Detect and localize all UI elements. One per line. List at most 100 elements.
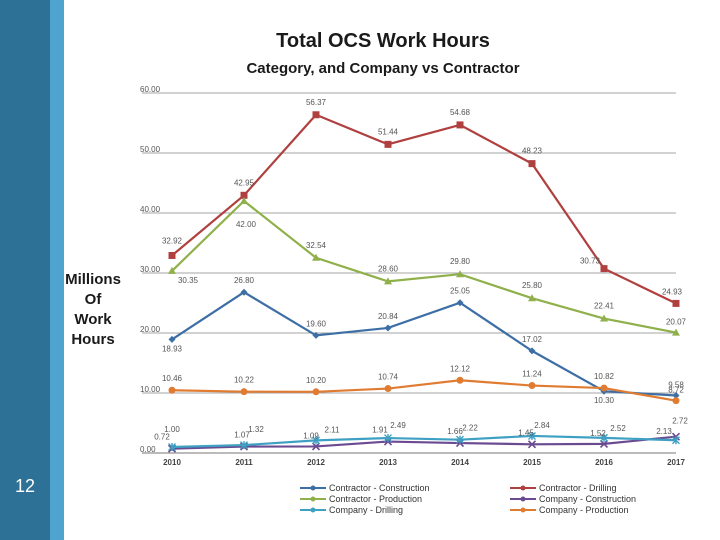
data-label: 1.09: [303, 431, 319, 440]
data-label: 18.93: [162, 344, 183, 353]
data-label: 1.45: [518, 428, 534, 437]
y-axis-label-line: Millions: [65, 271, 121, 288]
data-label: 30.73: [580, 257, 601, 266]
data-label: 30.35: [178, 276, 199, 285]
series-line-contractor-drilling: [171, 113, 677, 305]
data-label: 1.52: [590, 429, 606, 438]
data-label: 29.80: [450, 257, 471, 266]
data-label: 48.23: [522, 147, 543, 156]
sidebar-band: [0, 0, 50, 540]
data-point: [311, 442, 321, 451]
series-line-contractor-production: [171, 199, 677, 334]
legend-item: Contractor - Production: [300, 493, 422, 504]
data-point: [312, 331, 320, 339]
series-line-company-drilling: [171, 434, 677, 449]
data-point: [168, 266, 176, 274]
data-label: 20.07: [666, 318, 687, 327]
legend-swatch: [300, 485, 326, 491]
data-label: 42.00: [236, 220, 257, 229]
data-point: [672, 397, 680, 405]
data-label: 25.80: [522, 281, 543, 290]
data-point: [168, 335, 176, 343]
data-label: 32.92: [162, 236, 183, 245]
chart-subtitle: Category, and Company vs Contractor: [246, 60, 520, 77]
data-point: [384, 140, 392, 148]
data-label: 17.02: [522, 335, 543, 344]
y-tick-label: 30.00: [140, 265, 161, 274]
data-label: 2.11: [325, 425, 341, 434]
x-tick-label: 2011: [235, 458, 253, 467]
x-tick-label: 2013: [379, 458, 397, 467]
data-label: 51.44: [378, 127, 399, 136]
data-label: 10.74: [378, 373, 399, 382]
data-point: [384, 385, 392, 393]
slide-number: 12: [14, 476, 36, 496]
x-tick-label: 2012: [307, 458, 325, 467]
y-tick-label: 60.00: [140, 85, 161, 94]
data-label: 20.84: [378, 312, 399, 321]
data-label: 1.32: [248, 425, 264, 434]
data-label: 11.24: [522, 370, 542, 379]
data-label: 42.95: [234, 178, 255, 187]
data-point: [600, 265, 608, 273]
data-label: 10.30: [594, 396, 615, 405]
data-point: [168, 443, 176, 451]
legend-item: Company - Construction: [510, 493, 636, 504]
data-point: [599, 439, 609, 448]
data-point: [528, 431, 536, 440]
data-point: [456, 121, 464, 129]
y-tick-label: 40.00: [140, 205, 161, 214]
data-label: 2.84: [534, 421, 550, 430]
data-point: [528, 382, 536, 390]
x-tick-label: 2010: [163, 458, 181, 467]
chart-title: Total OCS Work Hours: [276, 30, 490, 52]
data-label: 8.72: [668, 386, 684, 395]
series-line-company-construction: [171, 435, 677, 450]
y-tick-label: 20.00: [140, 325, 161, 334]
data-label: 32.54: [306, 241, 327, 250]
x-tick-label: 2016: [595, 458, 613, 467]
data-point: [456, 376, 464, 384]
data-point: [456, 435, 464, 444]
data-point: [384, 277, 392, 285]
y-axis-label-line: Hours: [71, 331, 115, 348]
data-label: 25.05: [450, 287, 471, 296]
sidebar-stripe: [50, 0, 64, 540]
data-point: [600, 384, 608, 392]
legend-label: Contractor - Construction: [329, 482, 430, 493]
legend-swatch: [510, 485, 536, 491]
legend-label: Contractor - Drilling: [539, 482, 617, 493]
legend-swatch: [300, 507, 326, 513]
legend-item: Contractor - Construction: [300, 482, 430, 493]
data-point: [312, 388, 320, 396]
data-label: 2.13: [656, 427, 672, 436]
data-label: 9.58: [668, 381, 684, 390]
data-point: [528, 294, 536, 302]
data-point: [456, 299, 464, 307]
data-label: 10.46: [162, 374, 183, 383]
legend-swatch: [510, 507, 536, 513]
data-label: 10.22: [234, 376, 255, 385]
data-point: [672, 299, 680, 307]
data-label: 1.91: [372, 426, 388, 435]
data-point: [600, 314, 608, 322]
y-tick-label: 50.00: [140, 145, 161, 154]
data-label: 2.72: [672, 417, 688, 426]
data-point: [600, 433, 608, 442]
series-line-contractor-construction: [171, 290, 677, 397]
data-point: [240, 191, 248, 199]
data-label: 26.80: [234, 276, 255, 285]
data-label: 1.00: [164, 425, 180, 434]
data-point: [672, 436, 680, 445]
series-line-company-production: [171, 379, 677, 402]
data-label: 2.22: [462, 424, 478, 433]
data-point: [240, 197, 248, 204]
data-point: [528, 347, 536, 355]
legend-item: Contractor - Drilling: [510, 482, 617, 493]
data-label: 19.60: [306, 319, 327, 328]
data-point: [528, 160, 536, 168]
data-point: [240, 388, 248, 396]
data-point: [384, 434, 392, 443]
y-tick-label: 0.00: [140, 445, 156, 454]
